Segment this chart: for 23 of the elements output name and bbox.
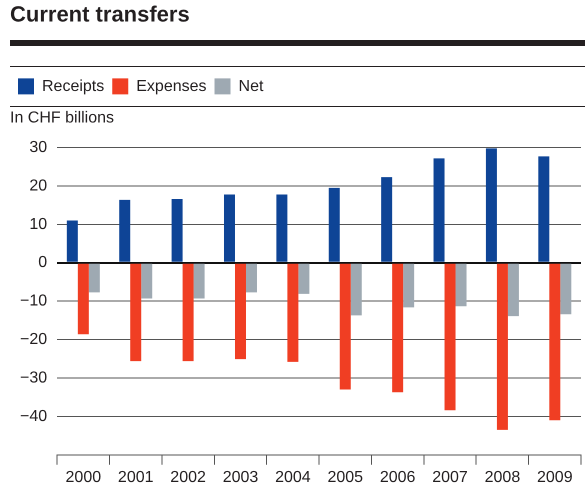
x-tick-label: 2008 [484, 468, 520, 486]
y-tick-label: 30 [29, 139, 48, 156]
x-tick-label: 2003 [222, 468, 258, 486]
legend-label: Receipts [42, 78, 104, 95]
legend-label: Net [238, 78, 264, 95]
x-tick-label: 2009 [537, 468, 573, 486]
x-tick-label: 2005 [327, 468, 364, 486]
y-tick-label: −40 [20, 408, 48, 425]
y-tick-label: 0 [38, 254, 48, 272]
y-tick-label: −30 [20, 369, 48, 386]
x-tick-label: 2000 [66, 468, 102, 486]
x-tick-label: 2001 [118, 468, 154, 486]
x-tick-label: 2004 [275, 468, 311, 486]
chart-title: Current transfers [10, 1, 190, 26]
y-tick-label: 10 [29, 216, 48, 233]
y-axis-title: In CHF billions [10, 109, 114, 126]
y-tick-label: −20 [20, 331, 48, 348]
x-tick-label: 2006 [380, 468, 416, 486]
y-tick-label: −10 [20, 292, 48, 310]
x-tick-label: 2002 [170, 468, 206, 486]
x-tick-label: 2007 [432, 468, 468, 486]
y-tick-label: 20 [29, 177, 48, 194]
legend-label: Expenses [136, 78, 207, 95]
